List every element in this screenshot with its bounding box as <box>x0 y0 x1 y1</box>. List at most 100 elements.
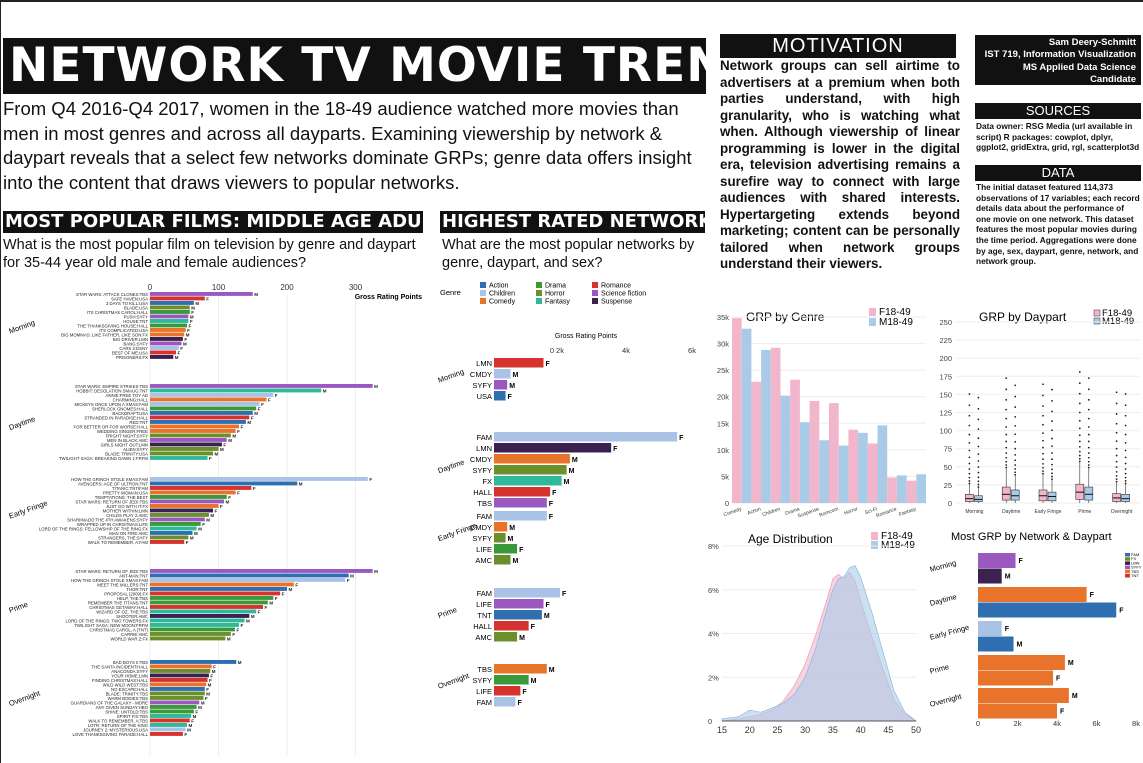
films-sex-label: M <box>215 452 219 457</box>
networks-bar <box>494 487 551 497</box>
daypart-outlier <box>1042 383 1044 386</box>
films-title-label: CHILDS PLAY 2:AMC <box>106 513 148 518</box>
genre-tick-label: 20k <box>717 393 729 402</box>
daypart-category-label: Overnight <box>1111 509 1133 515</box>
daypart-outlier <box>1042 472 1044 475</box>
netday-tick-label: 2k <box>1014 719 1022 728</box>
films-bar <box>150 319 189 323</box>
daypart-outlier <box>1005 456 1008 459</box>
films-title-label: WRAPPED UP IN CHRISTMAS:LIFE <box>77 522 148 527</box>
genre-tick-label: 30k <box>717 340 729 349</box>
films-title-label: BLADE:USA <box>124 306 148 311</box>
daypart-outlier <box>1087 408 1090 411</box>
networks-legend-label: Drama <box>545 283 566 290</box>
genre-bar <box>916 474 926 503</box>
films-daypart-label: Early Fringe <box>8 498 49 520</box>
films-title-label: SHERLOCK GNOMES:HALL <box>92 407 148 412</box>
networks-daypart-label: Prime <box>437 605 458 620</box>
genre-bar <box>887 477 897 503</box>
daypart-outlier <box>1042 414 1044 417</box>
networks-name-label: CMDY <box>470 370 492 379</box>
films-sex-label: M <box>238 660 242 665</box>
films-bar <box>150 296 205 301</box>
films-sex-label: M <box>210 513 214 518</box>
networks-bar <box>494 391 506 401</box>
daypart-box <box>1001 486 1011 501</box>
networks-tick-label: 0 <box>550 346 554 355</box>
networks-sex-label: M <box>519 635 525 642</box>
age-ytick-label: 2% <box>708 673 719 682</box>
daypart-outlier <box>1005 464 1008 466</box>
daypart-outlier <box>1014 473 1017 476</box>
sources-heading: SOURCES <box>975 103 1141 119</box>
networks-sex-label: F <box>517 700 522 707</box>
films-tick-label: 300 <box>349 283 363 292</box>
films-sex-label: M <box>374 384 378 389</box>
daypart-outlier <box>1087 388 1090 391</box>
networks-bar <box>494 697 516 707</box>
genre-category-label: Drama <box>784 506 800 517</box>
genre-tick-label: 15k <box>717 419 729 428</box>
daypart-outlier <box>968 424 971 427</box>
networks-legend-title: Genre <box>440 288 461 297</box>
daypart-outlier <box>977 460 980 462</box>
netday-daypart-label: Overnight <box>929 692 964 709</box>
netday-sex-label: F <box>1119 608 1124 615</box>
motivation-heading: MOTIVATION <box>720 34 956 58</box>
films-bar <box>150 696 204 700</box>
daypart-legend-label: F18-49 <box>1102 308 1132 319</box>
genre-legend-swatch <box>869 308 876 316</box>
networks-bar <box>494 555 511 565</box>
networks-name-label: FX <box>482 477 492 486</box>
networks-sex-label: F <box>546 361 551 368</box>
films-title-label: STAR WARS: ATTACK CLONES:TBS <box>76 292 148 297</box>
films-bar <box>150 540 185 544</box>
networks-legend-swatch <box>536 298 542 304</box>
films-title-label: NO ESCAPE:HALL <box>111 687 149 692</box>
genre-bar <box>780 395 791 503</box>
daypart-outlier <box>1078 382 1081 385</box>
daypart-tick-label: 75 <box>944 445 952 454</box>
daypart-outlier <box>977 486 980 488</box>
networks-sex-label: F <box>531 624 536 631</box>
networks-name-label: FAM <box>477 589 492 598</box>
networks-sex-label: M <box>544 613 550 620</box>
networks-bar <box>494 380 508 390</box>
daypart-outlier <box>1087 417 1090 420</box>
daypart-outlier <box>1051 458 1053 461</box>
daypart-outlier <box>1124 462 1127 465</box>
films-sex-label: F <box>180 346 183 351</box>
daypart-outlier <box>1051 400 1053 402</box>
films-sex-label: F <box>186 540 189 545</box>
daypart-outlier <box>1051 420 1053 423</box>
films-sex-label: F <box>184 337 187 342</box>
films-sex-label: M <box>198 527 202 532</box>
networks-sex-label: F <box>522 689 527 696</box>
films-sex-label: F <box>241 623 244 628</box>
films-title-label: ITS CHRISTMAS CAROL:HALL <box>87 310 149 315</box>
films-bar <box>150 517 205 522</box>
daypart-outlier <box>977 453 980 456</box>
netday-daypart-label: Daytime <box>929 592 958 608</box>
daypart-outlier <box>968 442 971 444</box>
films-bar <box>150 531 193 535</box>
daypart-outlier <box>968 456 971 459</box>
films-title-label: TWILIGHT SAGA: BREAKING DAWN 1:FRFM <box>59 456 148 461</box>
genre-bar <box>770 347 781 503</box>
networks-name-label: FAM <box>477 433 492 442</box>
networks-legend-swatch <box>536 290 542 296</box>
networks-sex-label: M <box>509 383 515 390</box>
daypart-outlier <box>1124 393 1127 395</box>
films-bar <box>150 346 179 350</box>
netday-legend-label: FAM <box>1131 552 1139 557</box>
films-sex-label: M <box>246 619 250 624</box>
daypart-outlier <box>1005 417 1008 420</box>
age-ytick-label: 8% <box>708 542 719 551</box>
films-title-label: MICKEYS ONCE UPON A XMAS:FAM <box>74 402 148 407</box>
networks-sex-label: F <box>552 490 557 497</box>
films-sex-label: F <box>228 495 231 500</box>
networks-name-label: LIFE <box>476 545 492 554</box>
daypart-outlier <box>1124 482 1127 485</box>
films-title-label: HOUSE:TNT <box>123 319 148 324</box>
networks-name-label: USA <box>477 392 492 401</box>
